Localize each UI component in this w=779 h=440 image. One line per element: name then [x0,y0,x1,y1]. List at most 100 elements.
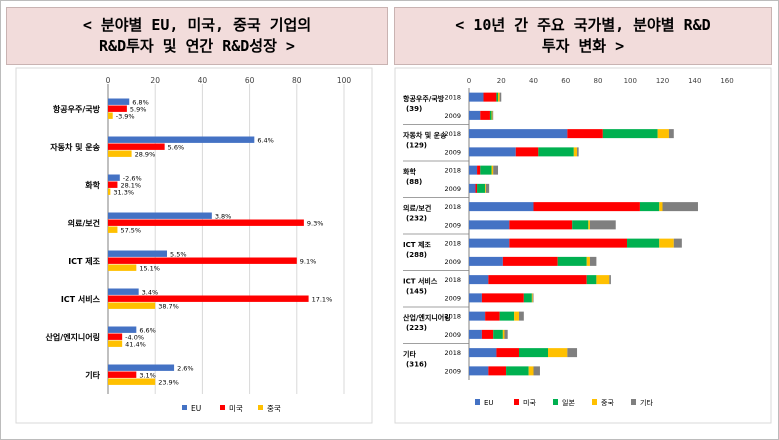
data-label: 9.1% [300,258,317,266]
bar-segment [509,238,628,248]
bar-segment [657,129,669,139]
bar-segment [481,293,524,303]
bar-segment [480,110,490,120]
bar-segment [475,183,478,193]
bar-segment [533,366,540,376]
bar [108,112,113,119]
category-label: 화학 [85,180,100,190]
category-label: ICT 서비스 [61,294,101,304]
bar [108,250,167,257]
bar-segment [469,366,489,376]
bar-segment [493,165,499,175]
bar [108,257,297,264]
group-count: (316) [406,361,427,369]
year-label: 2018 [444,167,461,175]
bar-segment [469,220,510,230]
bar-segment [538,147,574,157]
x-tick-label: 100 [624,77,637,85]
category-label: 자동차 및 운송 [50,142,100,152]
bar-segment [548,348,568,358]
bar [108,181,118,188]
bar-segment [502,256,558,266]
bar-segment [491,110,493,120]
x-tick-label: 60 [245,76,255,85]
category-label: 항공우주/국방 [53,104,101,114]
data-label: 5.5% [170,251,187,259]
year-label: 2018 [444,94,461,102]
bar [108,288,139,295]
bar-segment [469,110,481,120]
bar-segment [477,165,481,175]
bar-segment [469,147,516,157]
bar-segment [493,329,503,339]
data-label: -2.6% [123,175,142,183]
bar-segment [602,129,658,139]
left-bar-chart: 0 20 40 60 80 100 항공우주/국방 6.8%5.9%-3.9% 자동차 및 운송… [15,67,373,424]
bar-segment [531,293,533,303]
bar [108,105,127,112]
x-tick-label: 20 [497,77,506,85]
bar-segment [469,183,476,193]
data-label: 6.6% [139,327,156,335]
group-label: 항공우주/국방 [403,94,445,103]
bar-segment [528,366,534,376]
group-count: (288) [406,251,427,259]
bar [108,264,137,271]
year-label: 2009 [444,294,461,302]
group-count: (145) [406,288,427,296]
bar-segment [662,202,698,212]
group-label: 자동차 및 운송 [403,131,447,140]
bar [108,364,175,371]
bar-segment [557,256,587,266]
bar-segment [469,348,497,358]
data-label: 38.7% [158,303,179,311]
year-label: 2018 [444,313,461,321]
bar-segment [532,293,534,303]
x-tick-label: 140 [688,77,701,85]
bar-segment [469,311,486,321]
bar [108,340,123,347]
group-label: 화학 [403,167,416,176]
x-tick-label: 0 [467,77,471,85]
bar [108,150,132,157]
bar-segment [492,110,494,120]
year-label: 2018 [444,276,461,284]
bar-segment [514,311,519,321]
category-label: 산업/엔지니어링 [46,332,100,342]
legend-label: 미국 [523,398,536,407]
x-tick-label: 40 [198,76,208,85]
right-header-line2: 투자 변화 > [541,37,625,55]
x-tick-label: 160 [720,77,733,85]
x-tick-label: 100 [337,76,352,85]
x-tick-label: 60 [561,77,570,85]
bar-segment [518,348,549,358]
bar-segment [573,147,578,157]
data-label: 6.4% [257,137,274,145]
bar [108,143,165,150]
bar-segment [469,165,478,175]
x-tick-label: 120 [656,77,669,85]
x-tick-label: 80 [594,77,603,85]
right-panel-header: < 10년 간 주요 국가별, 분야별 R&D 투자 변화 > [394,7,772,65]
bar-segment [469,92,484,102]
bar [108,136,255,143]
bar-segment [523,293,532,303]
bar-segment [469,256,503,266]
data-label: 3.8% [215,213,232,221]
bar-segment [469,202,534,212]
group-count: (232) [406,215,427,223]
legend-label: EU [484,399,494,407]
group-label: ICT 제조 [403,240,431,249]
bar-segment [572,220,589,230]
bar [108,212,212,219]
year-label: 2009 [444,112,461,120]
bar-segment [639,202,660,212]
data-label: 15.1% [139,265,160,273]
bar-segment [567,129,603,139]
group-label: 의료/보건 [403,204,431,213]
legend-label: EU [191,404,201,413]
bar-segment [485,183,490,193]
data-label: 5.6% [168,144,185,152]
data-label: 6.8% [132,99,149,107]
group-count: (223) [406,324,427,332]
